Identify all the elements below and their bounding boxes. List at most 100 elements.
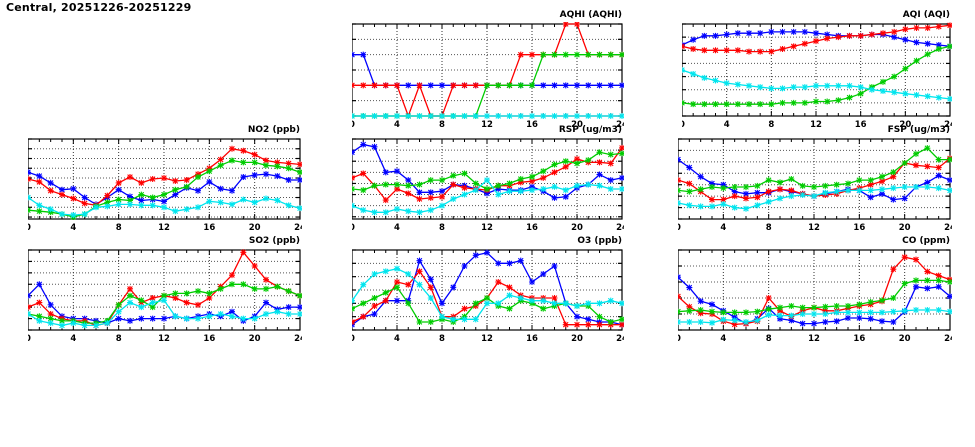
plot-aqi: 40506070809010011004812162024 (682, 22, 952, 130)
series-marker-s3 (517, 82, 524, 89)
series-marker-s4 (856, 187, 863, 194)
series-marker-s4 (562, 300, 569, 307)
series-marker-s3 (754, 182, 761, 189)
series-marker-s3 (371, 295, 378, 301)
series-marker-s1 (427, 276, 434, 283)
plot-no2: 10203040506070809004812162024 (28, 138, 302, 233)
x-tick-label: 20 (249, 223, 261, 233)
series-marker-s4 (901, 184, 908, 190)
series-marker-s4 (360, 113, 367, 119)
series-marker-s4 (867, 309, 874, 316)
series-marker-s3 (596, 149, 603, 156)
series-marker-s4 (81, 322, 88, 329)
series-marker-s1 (686, 284, 693, 291)
series-marker-s4 (371, 113, 378, 119)
series-marker-s3 (845, 180, 851, 187)
series-marker-s4 (484, 177, 490, 184)
series-marker-s2 (70, 195, 77, 202)
series-marker-s4 (833, 188, 840, 195)
series-marker-s2 (161, 175, 167, 182)
series-marker-s2 (149, 295, 156, 301)
series-marker-s1 (352, 149, 355, 156)
chart-title-so2: SO2 (ppb) (248, 236, 300, 246)
series-marker-s2 (360, 170, 367, 177)
series-marker-s3 (879, 173, 885, 180)
series-marker-s3 (585, 157, 592, 164)
series-marker-s3 (540, 51, 547, 58)
series-marker-s3 (297, 292, 302, 299)
x-tick-label: 8 (766, 334, 772, 344)
series-marker-s4 (382, 209, 389, 216)
series-marker-s4 (846, 82, 853, 89)
series-marker-s2 (562, 163, 569, 170)
series-marker-s2 (891, 28, 898, 35)
series-marker-s4 (913, 184, 919, 190)
series-marker-s1 (607, 177, 614, 184)
series-marker-s4 (824, 82, 831, 89)
series-marker-s3 (890, 169, 897, 176)
series-marker-s4 (574, 182, 580, 189)
series-marker-s4 (890, 308, 897, 315)
x-tick-label: 8 (439, 223, 445, 233)
series-marker-s4 (439, 313, 445, 320)
series-marker-s3 (822, 303, 829, 310)
x-tick-label: 8 (439, 120, 445, 130)
series-marker-s3 (472, 180, 479, 187)
x-tick-label: 0 (678, 334, 681, 344)
series-marker-s3 (371, 182, 378, 189)
series-marker-s4 (495, 191, 502, 198)
series-marker-s3 (913, 150, 919, 157)
series-marker-s1 (678, 156, 681, 163)
series-marker-s3 (913, 277, 919, 284)
series-marker-s1 (822, 319, 829, 325)
series-marker-s3 (777, 179, 783, 186)
series-marker-s4 (857, 84, 864, 91)
series-marker-s4 (382, 113, 389, 119)
series-marker-s4 (529, 113, 535, 119)
series-line-s4 (28, 299, 300, 327)
chart-panel-fsp: FSP (ug/m3)01020304050607004812162024 (678, 125, 952, 233)
series-marker-s4 (127, 299, 133, 306)
series-marker-s4 (517, 113, 524, 119)
series-marker-s1 (768, 28, 775, 35)
series-marker-s3 (562, 51, 569, 58)
x-tick-label: 4 (720, 223, 726, 233)
x-tick-label: 8 (116, 223, 122, 233)
series-marker-s4 (352, 297, 355, 304)
series-marker-s4 (697, 319, 704, 325)
series-marker-s1 (28, 292, 31, 299)
series-marker-s2 (450, 82, 457, 89)
series-marker-s2 (867, 181, 874, 188)
series-marker-s1 (562, 82, 569, 89)
series-marker-s3 (274, 163, 281, 170)
series-marker-s3 (935, 277, 942, 284)
series-marker-s3 (846, 94, 853, 101)
series-marker-s3 (678, 308, 681, 315)
series-marker-s3 (891, 73, 898, 80)
series-marker-s3 (619, 51, 624, 58)
series-marker-s4 (913, 307, 919, 313)
series-marker-s3 (690, 101, 697, 108)
series-marker-s4 (686, 319, 693, 325)
series-marker-s3 (161, 191, 167, 198)
series-marker-s2 (924, 163, 931, 170)
series-marker-s3 (585, 51, 592, 58)
series-marker-s1 (833, 318, 840, 325)
series-marker-s3 (517, 176, 524, 182)
series-marker-s3 (394, 181, 400, 188)
series-marker-s1 (585, 82, 592, 89)
series-marker-s1 (574, 82, 580, 89)
series-marker-s3 (206, 168, 213, 175)
series-marker-s4 (427, 207, 434, 214)
series-marker-s4 (811, 311, 817, 317)
series-marker-s4 (678, 200, 681, 206)
series-marker-s3 (890, 295, 897, 301)
series-marker-s3 (619, 316, 624, 323)
series-marker-s3 (274, 283, 281, 290)
series-marker-s2 (416, 268, 423, 275)
series-marker-s2 (529, 178, 535, 185)
series-marker-s1 (697, 298, 704, 305)
series-marker-s4 (743, 205, 749, 212)
series-marker-s1 (529, 279, 535, 285)
series-marker-s2 (394, 279, 400, 285)
